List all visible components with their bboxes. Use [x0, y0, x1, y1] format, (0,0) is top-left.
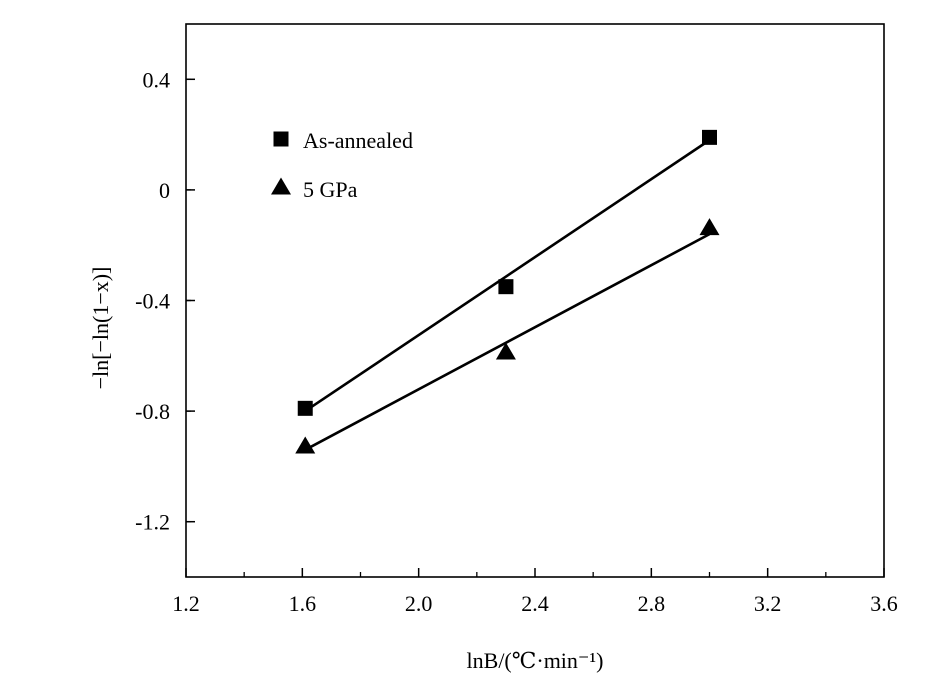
data-point-square — [297, 400, 313, 416]
data-point-square — [498, 279, 514, 295]
y-tick-label: -0.4 — [135, 289, 170, 314]
axis-ticks: 1.2 1.6 2.0 2.4 2.8 3.2 3.6 0.4 0 -0.4 -0.8 -1.2 — [135, 67, 898, 616]
fit-lines — [304, 139, 711, 451]
plot-frame-rect — [185, 23, 885, 578]
y-tick-label: -0.8 — [135, 399, 170, 424]
plot-frame — [185, 23, 885, 578]
y-tick-label: 0 — [159, 178, 170, 203]
data-point-triangle — [295, 436, 316, 454]
fit-line-5gpa — [304, 232, 711, 451]
x-tick-label: 3.6 — [870, 591, 898, 616]
x-tick-label: 2.0 — [405, 591, 433, 616]
y-axis-title: −ln[−ln(1−x)] — [88, 267, 113, 390]
data-point-triangle — [495, 342, 516, 360]
x-axis-title: lnB/(℃·min⁻¹) — [467, 648, 604, 673]
y-tick-label: 0.4 — [143, 67, 171, 92]
data-point-triangle — [699, 218, 720, 236]
x-tick-label: 1.6 — [289, 591, 317, 616]
data-point-square — [702, 129, 717, 145]
legend-marker-triangle — [271, 177, 291, 195]
x-tick-label: 1.2 — [172, 591, 200, 616]
fit-line-as-annealed — [304, 139, 711, 413]
legend-label: As-annealed — [303, 128, 413, 153]
legend-label: 5 GPa — [303, 177, 358, 202]
x-tick-label: 2.4 — [521, 591, 549, 616]
x-tick-label: 2.8 — [638, 591, 666, 616]
legend-marker-square — [273, 131, 289, 147]
x-tick-label: 3.2 — [754, 591, 782, 616]
legend: As-annealed 5 GPa — [271, 128, 413, 202]
data-markers — [295, 129, 720, 454]
y-tick-label: -1.2 — [135, 510, 170, 535]
